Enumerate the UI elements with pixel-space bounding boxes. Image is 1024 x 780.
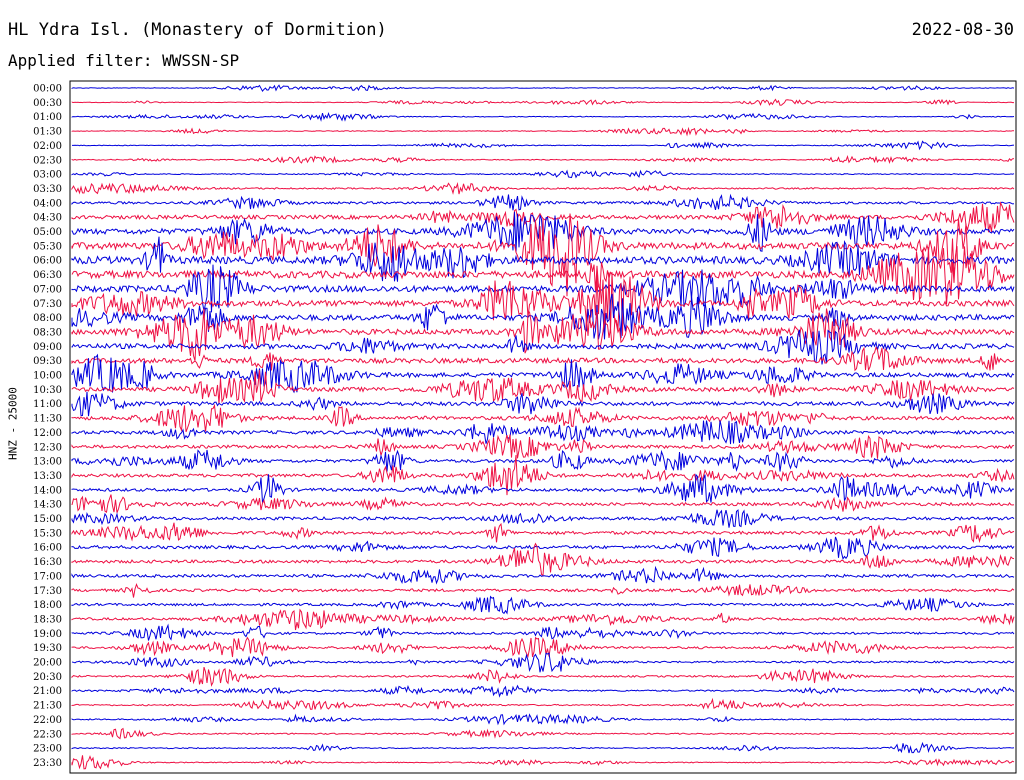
trace-row [71,181,1015,195]
trace-row [71,126,1015,137]
row-tick-label: 00:30 [33,98,62,109]
row-tick-label: 14:30 [33,500,62,511]
station-title: HL Ydra Isl. (Monastery of Dormition) [8,20,387,40]
row-tick-label: 18:30 [33,614,62,625]
row-tick-label: 03:00 [33,170,62,181]
row-tick-label: 10:00 [33,371,62,382]
trace-row [71,369,1015,404]
row-tick-label: 20:30 [33,672,62,683]
plot-frame [69,80,1017,774]
row-tick-label: 15:00 [33,514,62,525]
trace-row [71,449,1015,472]
row-tick-label: 23:00 [33,744,62,755]
row-tick-label: 00:00 [33,84,62,95]
row-tick-label: 05:30 [33,241,62,252]
row-tick-label: 17:00 [33,571,62,582]
row-tick-label: 09:00 [33,342,62,353]
trace-row [71,201,1015,233]
row-tick-label: 22:30 [33,729,62,740]
trace-row [71,595,1015,615]
row-tick-label: 06:30 [33,270,62,281]
trace-row [71,308,1015,362]
trace-row [71,391,1015,417]
row-tick-label: 13:00 [33,457,62,468]
trace-row [71,293,1015,340]
row-tick-label: 06:00 [33,256,62,267]
trace-row [71,84,1015,92]
trace-row [71,403,1015,433]
row-tick-label: 19:30 [33,643,62,654]
trace-row [71,236,1015,282]
trace-row [71,522,1015,544]
row-tick-label: 23:30 [33,758,62,769]
trace-row [71,98,1014,106]
trace-row [71,741,1015,754]
row-tick-label: 15:30 [33,528,62,539]
trace-row [71,346,1015,372]
trace-row [71,727,1015,740]
row-tick-label: 20:00 [33,658,62,669]
trace-row [71,652,1015,673]
row-tick-label: 19:00 [33,629,62,640]
row-tick-label: 11:00 [33,399,62,410]
trace-row [71,623,1015,641]
row-tick-label: 13:30 [33,471,62,482]
trace-row [71,213,1015,297]
row-tick-label: 01:00 [33,112,62,123]
trace-row [71,565,1015,585]
row-tick-label: 02:00 [33,141,62,152]
trace-row [71,713,1015,726]
row-tick-label: 08:30 [33,327,62,338]
row-tick-label: 08:00 [33,313,62,324]
row-tick-label: 10:30 [33,385,62,396]
trace-row [71,636,1015,658]
row-tick-label: 14:00 [33,485,62,496]
row-tick-label: 11:30 [33,414,62,425]
row-tick-label: 09:30 [33,356,62,367]
trace-row [71,608,1015,631]
row-tick-label: 07:30 [33,299,62,310]
trace-row [71,154,1015,165]
trace-row [71,169,1015,179]
trace-row [71,582,1015,598]
trace-row [71,666,1015,687]
row-tick-label: 12:00 [33,428,62,439]
trace-row [71,755,1015,770]
trace-row [71,509,1015,528]
row-tick-label: 17:30 [33,586,62,597]
trace-row [72,140,1015,151]
row-tick-label: 04:00 [33,198,62,209]
trace-row [71,536,1015,561]
trace-row [71,684,1015,698]
row-tick-label: 21:30 [33,701,62,712]
trace-row [71,434,1015,459]
row-tick-label: 22:00 [33,715,62,726]
row-tick-label: 16:30 [33,557,62,568]
chart-date: 2022-08-30 [911,20,1014,40]
trace-row [71,329,1015,365]
trace-row [71,353,1015,394]
trace-row [71,542,1015,577]
row-tick-label: 21:00 [33,686,62,697]
row-tick-label: 04:30 [33,213,62,224]
trace-row [71,494,1015,514]
row-tick-label: 07:00 [33,284,62,295]
trace-row [71,420,1015,445]
trace-row [71,473,1015,503]
row-tick-label: 12:30 [33,442,62,453]
applied-filter: Applied filter: WWSSN-SP [8,51,240,70]
row-tick-label: 16:00 [33,543,62,554]
trace-row [71,455,1015,496]
trace-row [71,697,1015,711]
row-tick-label: 18:00 [33,600,62,611]
row-tick-label: 05:00 [33,227,62,238]
row-tick-label: 03:30 [33,184,62,195]
trace-row [71,272,1015,336]
row-tick-label: 02:30 [33,155,62,166]
trace-row [71,193,1015,211]
trace-row [71,111,1015,122]
row-tick-label: 01:30 [33,127,62,138]
